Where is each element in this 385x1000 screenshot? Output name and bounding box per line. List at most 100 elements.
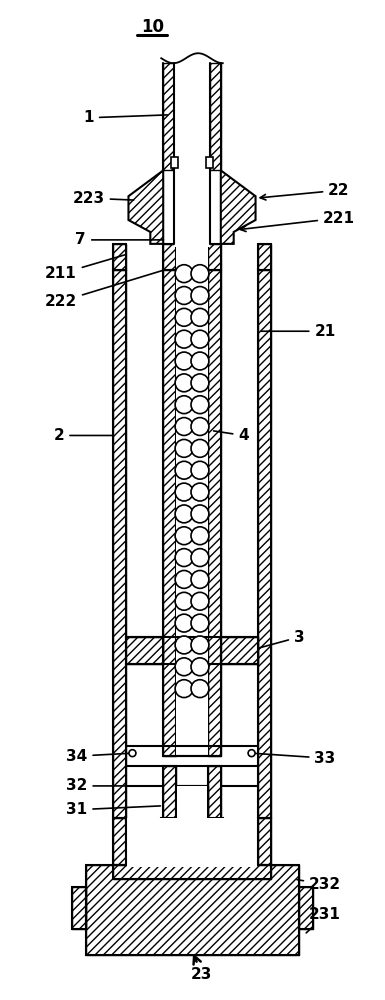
Bar: [258, 270, 271, 818]
Circle shape: [175, 658, 193, 676]
Circle shape: [175, 483, 193, 501]
Circle shape: [191, 330, 209, 348]
Bar: [112, 270, 127, 818]
Circle shape: [191, 614, 209, 632]
Bar: [112, 270, 127, 818]
Bar: [112, 244, 127, 270]
Bar: [299, 887, 313, 929]
Bar: [112, 818, 127, 865]
Bar: [176, 270, 208, 756]
Circle shape: [191, 570, 209, 588]
Circle shape: [191, 505, 209, 523]
Circle shape: [191, 680, 209, 698]
Bar: [163, 244, 176, 270]
Polygon shape: [129, 170, 163, 244]
Circle shape: [175, 396, 193, 414]
Circle shape: [191, 418, 209, 435]
Text: 222: 222: [45, 270, 162, 309]
Bar: [86, 865, 299, 955]
Circle shape: [191, 483, 209, 501]
Text: 22: 22: [260, 183, 350, 200]
Text: 221: 221: [240, 211, 355, 232]
Bar: [127, 818, 258, 865]
Circle shape: [175, 636, 193, 654]
Bar: [163, 270, 176, 756]
Circle shape: [191, 374, 209, 392]
Bar: [174, 63, 210, 170]
Circle shape: [191, 396, 209, 414]
Bar: [258, 270, 271, 818]
Circle shape: [175, 461, 193, 479]
Bar: [161, 818, 223, 836]
Circle shape: [175, 287, 193, 304]
Bar: [127, 818, 256, 867]
Bar: [208, 766, 221, 821]
Circle shape: [175, 374, 193, 392]
Circle shape: [175, 570, 193, 588]
Circle shape: [248, 750, 255, 757]
Bar: [127, 637, 163, 664]
Bar: [112, 865, 271, 879]
Text: 223: 223: [73, 191, 134, 206]
Bar: [208, 270, 221, 756]
Bar: [210, 63, 221, 170]
Bar: [208, 270, 221, 756]
Circle shape: [129, 750, 136, 757]
Text: 3: 3: [258, 630, 305, 648]
Bar: [72, 887, 86, 929]
Bar: [112, 865, 271, 879]
Circle shape: [175, 614, 193, 632]
Text: 21: 21: [261, 324, 336, 339]
Circle shape: [175, 505, 193, 523]
Circle shape: [175, 308, 193, 326]
Bar: [86, 865, 299, 955]
Text: 4: 4: [214, 428, 249, 443]
Circle shape: [191, 549, 209, 567]
Bar: [163, 63, 174, 170]
Bar: [177, 786, 207, 821]
Circle shape: [175, 527, 193, 545]
Circle shape: [191, 461, 209, 479]
Bar: [127, 637, 163, 664]
Circle shape: [175, 439, 193, 457]
Text: 2: 2: [54, 428, 112, 443]
Text: 32: 32: [66, 778, 162, 793]
Circle shape: [175, 549, 193, 567]
Bar: [258, 244, 271, 270]
Bar: [258, 818, 271, 865]
Text: 34: 34: [66, 749, 130, 764]
Text: 23: 23: [191, 956, 213, 982]
Bar: [112, 818, 127, 865]
Bar: [163, 766, 176, 821]
Bar: [174, 157, 210, 247]
Bar: [208, 244, 221, 270]
Bar: [176, 244, 208, 270]
Bar: [163, 766, 176, 821]
Circle shape: [175, 592, 193, 610]
Bar: [299, 887, 313, 929]
Circle shape: [191, 352, 209, 370]
Bar: [163, 270, 176, 756]
Bar: [221, 637, 258, 664]
Circle shape: [175, 352, 193, 370]
Bar: [208, 766, 221, 821]
Text: 33: 33: [254, 751, 336, 766]
Circle shape: [191, 527, 209, 545]
Circle shape: [191, 658, 209, 676]
Text: 31: 31: [66, 802, 161, 817]
Circle shape: [191, 287, 209, 304]
Text: 1: 1: [84, 110, 167, 125]
Bar: [258, 244, 271, 270]
Bar: [161, 818, 223, 836]
Bar: [72, 887, 86, 929]
Text: 10: 10: [141, 18, 164, 36]
Bar: [176, 786, 208, 821]
Circle shape: [175, 680, 193, 698]
Bar: [163, 244, 176, 270]
Bar: [112, 244, 127, 270]
Text: 7: 7: [75, 232, 163, 247]
Text: 232: 232: [297, 877, 341, 892]
Bar: [176, 786, 208, 821]
Text: 231: 231: [306, 907, 341, 933]
Circle shape: [175, 265, 193, 283]
